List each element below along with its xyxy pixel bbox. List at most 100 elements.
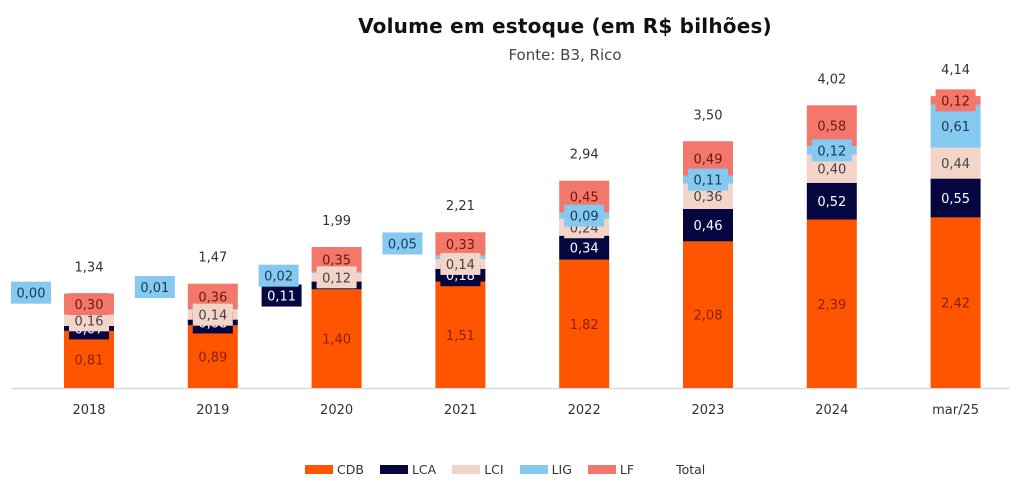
total-label-2022: 2,94 — [570, 148, 599, 163]
bar-lca-2023 — [683, 208, 733, 242]
legend-swatch-lf — [587, 465, 616, 474]
bar-lca-mar-25 — [930, 178, 981, 218]
data-label-lci-2019: 0,14 — [198, 309, 227, 324]
legend-label-cdb: CDB — [337, 462, 364, 477]
x-tick-label-2021: 2021 — [444, 403, 477, 418]
data-label-box-lci-2019 — [192, 303, 233, 326]
data-label-lca-2024: 0,52 — [817, 195, 846, 210]
data-label-box-lci-2020 — [316, 266, 357, 289]
legend-swatch-lci — [452, 465, 481, 474]
x-tick-label-2024: 2024 — [815, 403, 848, 418]
bar-cdb-mar-25 — [930, 217, 981, 388]
data-label-lf-2019: 0,36 — [198, 290, 227, 305]
data-label-box-lig-2021 — [382, 232, 423, 255]
total-label-2020: 1,99 — [322, 214, 351, 229]
data-label-lig-2022: 0,09 — [570, 210, 599, 225]
data-label-lci-2018: 0,16 — [75, 314, 104, 329]
data-label-lf-2021: 0,33 — [446, 238, 475, 253]
data-label-lig-2023: 0,11 — [694, 174, 723, 189]
data-label-box-lig-2024 — [811, 139, 852, 162]
data-label-lf-mar-25: 0,12 — [941, 94, 970, 109]
total-label-mar-25: 4,14 — [941, 63, 970, 78]
data-label-lig-mar-25: 0,61 — [941, 120, 970, 135]
x-tick-label-mar-25: mar/25 — [932, 403, 979, 418]
legend-swatch-lig — [519, 465, 548, 474]
x-tick-label-2019: 2019 — [196, 403, 229, 418]
chart-title: Volume em estoque (em R$ bilhões) — [358, 14, 772, 38]
data-label-lig-2018: 0,00 — [17, 287, 46, 302]
legend-item-total: Total — [676, 462, 705, 477]
bar-cdb-2018 — [64, 330, 114, 388]
legend-label-total: Total — [676, 462, 706, 477]
legend-item-lci: LCI — [452, 462, 504, 477]
total-label-2024: 4,02 — [817, 72, 846, 87]
data-label-lf-2020: 0,35 — [322, 253, 351, 268]
bar-lca-2022 — [559, 235, 610, 260]
data-label-lca-2023: 0,46 — [694, 219, 723, 234]
data-label-cdb-2020: 1,40 — [322, 333, 351, 348]
data-label-lf-2022: 0,45 — [570, 191, 599, 206]
data-label-lci-2021: 0,14 — [446, 258, 475, 273]
data-label-lf-2024: 0,58 — [817, 120, 846, 135]
data-label-box-lig-2019 — [134, 276, 175, 299]
bar-cdb-2021 — [435, 281, 486, 388]
data-label-lci-mar-25: 0,44 — [941, 157, 970, 172]
data-label-cdb-2022: 1,82 — [570, 318, 599, 333]
data-label-cdb-2019: 0,89 — [198, 351, 227, 366]
data-label-lig-2020: 0,02 — [264, 270, 293, 285]
legend-item-lf: LF — [587, 462, 635, 477]
data-label-lca-mar-25: 0,55 — [941, 192, 970, 207]
data-label-lig-2019: 0,01 — [140, 281, 169, 296]
total-label-2019: 1,47 — [198, 251, 227, 266]
data-label-lig-2024: 0,12 — [817, 144, 846, 159]
total-label-2018: 1,34 — [75, 261, 104, 276]
bar-cdb-2024 — [806, 219, 857, 388]
bar-cdb-2020 — [311, 289, 362, 388]
chart-subtitle: Fonte: B3, Rico — [508, 46, 622, 64]
total-label-2021: 2,21 — [446, 199, 475, 214]
data-label-box-lca-2020 — [261, 284, 302, 307]
x-tick-label-2022: 2022 — [568, 403, 601, 418]
data-label-box-lci-2021 — [440, 252, 481, 275]
legend-item-cdb: CDB — [305, 462, 364, 477]
total-label-2023: 3,50 — [694, 108, 723, 123]
data-label-lf-2018: 0,30 — [75, 298, 104, 313]
bar-lca-2024 — [806, 182, 857, 220]
legend: CDB LCA LCI LIG LF Total — [305, 462, 721, 477]
data-label-box-lf-2018 — [69, 293, 109, 316]
legend-label-lf: LF — [619, 462, 635, 477]
legend-label-lig: LIG — [551, 462, 572, 477]
data-label-lf-2023: 0,49 — [694, 153, 723, 168]
data-label-lci-2023: 0,36 — [694, 190, 723, 205]
data-label-box-lig-2023 — [688, 168, 728, 191]
bar-cdb-2022 — [559, 259, 610, 388]
data-label-lig-2021: 0,05 — [388, 237, 417, 252]
data-label-box-lig-2022 — [564, 204, 605, 227]
data-label-cdb-mar-25: 2,42 — [941, 297, 970, 312]
data-label-lci-2024: 0,40 — [817, 163, 846, 178]
data-label-lca-2020: 0,11 — [267, 290, 296, 305]
data-label-cdb-2018: 0,81 — [75, 353, 104, 368]
bar-cdb-2019 — [187, 325, 238, 388]
legend-label-lci: LCI — [484, 462, 504, 477]
legend-item-lig: LIG — [519, 462, 572, 477]
bar-lf-2021 — [435, 232, 486, 256]
x-tick-label-2018: 2018 — [72, 403, 105, 418]
legend-label-lca: LCA — [411, 462, 437, 477]
data-label-box-lf-mar-25 — [935, 89, 976, 112]
bar-lig-mar-25 — [930, 104, 981, 148]
data-label-cdb-2024: 2,39 — [817, 298, 846, 313]
x-tick-label-2020: 2020 — [320, 403, 353, 418]
data-label-lca-2022: 0,34 — [570, 242, 599, 257]
data-label-cdb-2023: 2,08 — [694, 309, 723, 324]
legend-swatch-lca — [379, 465, 408, 474]
x-tick-label-2023: 2023 — [691, 403, 724, 418]
legend-item-lca: LCA — [379, 462, 437, 477]
data-label-box-lig-2020 — [258, 264, 299, 287]
bar-cdb-2023 — [683, 241, 733, 388]
bar-lci-mar-25 — [930, 147, 981, 179]
legend-swatch-cdb — [305, 465, 333, 474]
data-label-lci-2020: 0,12 — [322, 271, 351, 286]
data-label-cdb-2021: 1,51 — [446, 329, 475, 344]
